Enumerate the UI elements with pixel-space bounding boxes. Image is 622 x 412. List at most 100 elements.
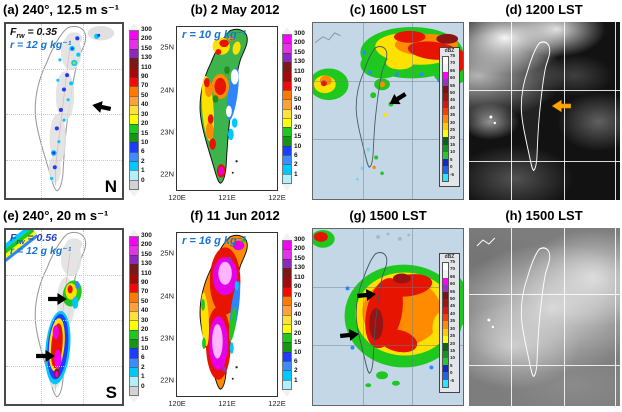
frw-annotation: Frw = 0.35 <box>10 26 57 41</box>
colorbar-tick-label: 40 <box>450 104 456 110</box>
panel-a: (a) 240°, 12.5 m s⁻¹ <box>0 0 160 206</box>
rain-colorbar: 300 200 150 130 110 90 70 50 40 30 20 15 10 6 2 1 <box>282 233 312 397</box>
colorbar-tick-label: 45 <box>450 97 456 103</box>
colorbar-tick-label: 50 <box>450 89 456 95</box>
colorbar-cell <box>283 80 291 90</box>
colorbar-tick-label: 0 <box>450 369 453 375</box>
colorbar-tick-label: 2 <box>141 157 145 165</box>
colorbar-tick-label: 15 <box>294 338 302 346</box>
colorbar-tick-label: 10 <box>141 138 149 146</box>
grid-line <box>313 287 463 289</box>
colorbar-tick-label: 40 <box>450 310 456 316</box>
colorbar-cell <box>130 58 138 68</box>
colorbar-tick-label: 150 <box>141 250 152 258</box>
arrow-annotation <box>339 328 359 342</box>
mixing-ratio-annotation: r = 16 g kg⁻¹ <box>182 235 247 247</box>
colorbar-tick-label: 300 <box>141 231 152 239</box>
panel-c-radar-image: dBZ 75 70 65 60 55 50 45 40 35 30 25 20 15 10 5 0 -5 <box>312 22 464 200</box>
colorbar-tick-label: 50 <box>294 95 302 103</box>
corner-label-north: N <box>104 177 117 196</box>
colorbar-tick-label: 20 <box>450 340 456 346</box>
lat-tick-label: 22N <box>160 169 174 179</box>
colorbar-tick-label: 1 <box>141 372 145 380</box>
colorbar-cell <box>283 61 291 72</box>
colorbar-tick-label: 110 <box>294 67 305 75</box>
radar-echo-svg <box>313 26 463 181</box>
colorbar-tick-label: 50 <box>294 301 302 309</box>
colorbar-cell <box>443 299 448 307</box>
lon-axis: 120E 121E 122E <box>168 192 285 202</box>
colorbar-cell <box>443 122 448 130</box>
colorbar-tick-label: 200 <box>141 35 152 43</box>
colorbar-arrow-up <box>282 233 292 240</box>
colorbar-tick-label: 40 <box>294 104 302 112</box>
panel-b-rainfall-map: r = 10 g kg⁻¹ <box>176 26 278 191</box>
colorbar-tick-label: 15 <box>141 335 149 343</box>
colorbar-cell <box>130 161 138 171</box>
colorbar-tick-label: 30 <box>141 316 149 324</box>
dbz-colorbar: dBZ 75 70 65 60 55 50 45 40 35 30 25 20 15 10 5 0 -5 <box>439 47 460 187</box>
colorbar-tick-label: 40 <box>141 307 149 315</box>
colorbar-tick-label: 50 <box>450 295 456 301</box>
colorbar-tick-label: 10 <box>450 149 456 155</box>
panel-h-title: (h) 1500 LST <box>505 208 583 223</box>
taiwan-rainfall-svg <box>199 28 248 184</box>
colorbar-cell <box>443 263 448 271</box>
colorbar-cell <box>443 108 448 116</box>
colorbar-cell <box>283 35 291 44</box>
colorbar-cell <box>443 270 448 278</box>
rain-pattern <box>201 35 241 178</box>
colorbar-cell <box>283 379 291 389</box>
grid-line <box>40 24 42 198</box>
colorbar-tick-label: 40 <box>294 310 302 318</box>
colorbar-tick-label: 35 <box>450 318 456 324</box>
colorbar-cell <box>283 241 291 250</box>
colorbar-arrow-down <box>129 190 139 197</box>
grid-line <box>412 229 413 405</box>
colorbar-cell <box>283 361 291 371</box>
colorbar-cell <box>130 348 138 358</box>
colorbar-cell <box>283 71 291 81</box>
colorbar-cell <box>443 292 448 300</box>
colorbar-cell <box>283 155 291 165</box>
colorbar-tick-label: 110 <box>141 63 152 71</box>
colorbar-tick-label: 10 <box>294 348 302 356</box>
colorbar-tick-label: 60 <box>450 280 456 286</box>
colorbar-arrow-down <box>282 184 292 191</box>
colorbar-tick-label: -5 <box>450 171 455 177</box>
colorbar-tick-label: -5 <box>450 377 455 383</box>
grid-line <box>313 139 463 141</box>
colorbar-cell <box>443 159 448 167</box>
colorbar-cell <box>130 132 138 143</box>
colorbar-tick-label: 150 <box>294 254 305 262</box>
colorbar-tick-label: 55 <box>450 288 456 294</box>
colorbar-tick-label: 5 <box>450 156 453 162</box>
colorbar-cell <box>283 305 291 315</box>
colorbar-arrow-up <box>129 229 139 236</box>
colorbar-cell <box>283 145 291 156</box>
grid-line <box>313 81 463 83</box>
colorbar-tick-label: 30 <box>294 320 302 328</box>
colorbar-tick-label: 30 <box>141 110 149 118</box>
colorbar-cell <box>283 136 291 146</box>
colorbar-cell <box>130 385 138 396</box>
panel-h-satellite-image <box>469 228 620 406</box>
panel-g: (g) 1500 LST <box>310 206 466 412</box>
grid-line <box>362 229 364 405</box>
colorbar-cell <box>443 306 448 315</box>
colorbar-cell <box>443 343 448 351</box>
colorbar-tick-label: 75 <box>450 258 456 264</box>
colorbar-cell <box>283 370 291 380</box>
grid-line <box>469 160 620 162</box>
grid-line <box>6 69 122 71</box>
arrow-annotation <box>356 288 376 302</box>
colorbar-cell <box>130 104 138 115</box>
colorbar-cell <box>130 114 138 124</box>
colorbar-tick-label: 15 <box>450 141 456 147</box>
colorbar-tick-label: 90 <box>141 278 149 286</box>
panel-f-rainfall-map: r = 16 g kg⁻¹ <box>176 232 278 397</box>
colorbar-cell <box>283 52 291 62</box>
arrow-annotation <box>91 99 112 115</box>
colorbar-tick-label: 110 <box>141 269 152 277</box>
